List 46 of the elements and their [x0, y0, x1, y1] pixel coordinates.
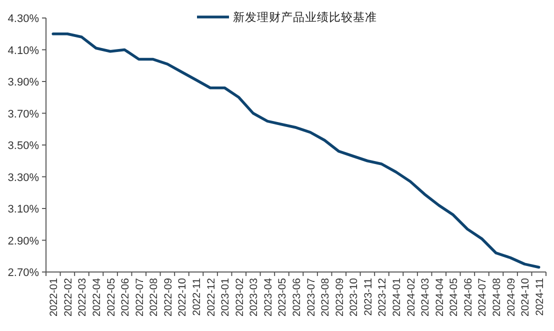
x-tick-label: 2024-02	[405, 278, 418, 317]
x-tick-label: 2023-06	[291, 278, 303, 317]
x-tick-label: 2022-02	[62, 278, 74, 317]
x-tick-label: 2024-11	[534, 278, 546, 316]
x-tick-label: 2024-08	[491, 278, 503, 317]
x-tick-label: 2023-03	[248, 278, 260, 317]
y-tick-label: 4.10%	[8, 44, 40, 57]
x-tick-label: 2024-01	[391, 278, 403, 317]
y-tick-label: 3.10%	[8, 204, 40, 216]
x-tick-label: 2023-07	[305, 278, 318, 317]
x-tick-label: 2022-09	[162, 278, 174, 317]
x-tick-label: 2023-08	[320, 278, 332, 317]
x-tick-label: 2023-01	[220, 278, 232, 317]
x-tick-label: 2023-10	[348, 278, 360, 317]
x-tick-label: 2024-10	[520, 278, 532, 317]
x-tick-label: 2022-04	[91, 278, 103, 317]
x-tick-label: 2023-11	[362, 278, 374, 316]
x-tick-label: 2022-11	[191, 278, 203, 316]
y-tick-label: 2.70%	[8, 267, 40, 279]
x-tick-label: 2022-07	[134, 278, 146, 317]
x-tick-label: 2022-05	[105, 278, 118, 317]
x-tick-label: 2024-06	[462, 278, 474, 317]
y-tick-label: 3.90%	[8, 76, 40, 88]
x-tick-label: 2023-05	[276, 278, 289, 317]
x-tick-label: 2023-02	[234, 278, 246, 317]
legend-label: 新发理财产品业绩比较基准	[233, 10, 377, 24]
x-tick-label: 2024-03	[420, 278, 432, 317]
x-tick-label: 2024-04	[434, 278, 446, 317]
x-tick-label: 2022-03	[76, 278, 89, 317]
x-tick-label: 2022-01	[48, 278, 60, 317]
x-tick-label: 2024-07	[476, 278, 489, 317]
y-tick-label: 3.50%	[8, 140, 40, 152]
y-tick-label: 2.90%	[8, 235, 40, 248]
x-tick-label: 2024-05	[448, 278, 460, 317]
x-tick-label: 2023-04	[262, 278, 274, 317]
x-tick-label: 2022-12	[205, 278, 218, 317]
x-tick-label: 2022-06	[120, 278, 132, 317]
x-tick-label: 2022-08	[148, 278, 160, 317]
x-tick-label: 2022-10	[176, 278, 189, 317]
x-tick-label: 2023-09	[334, 278, 346, 317]
y-tick-label: 4.30%	[8, 13, 40, 25]
y-tick-label: 3.30%	[8, 172, 40, 184]
x-tick-label: 2024-09	[505, 278, 518, 317]
line-series	[52, 32, 540, 269]
x-tick-label: 2023-12	[376, 278, 389, 317]
y-tick-label: 3.70%	[8, 108, 40, 120]
